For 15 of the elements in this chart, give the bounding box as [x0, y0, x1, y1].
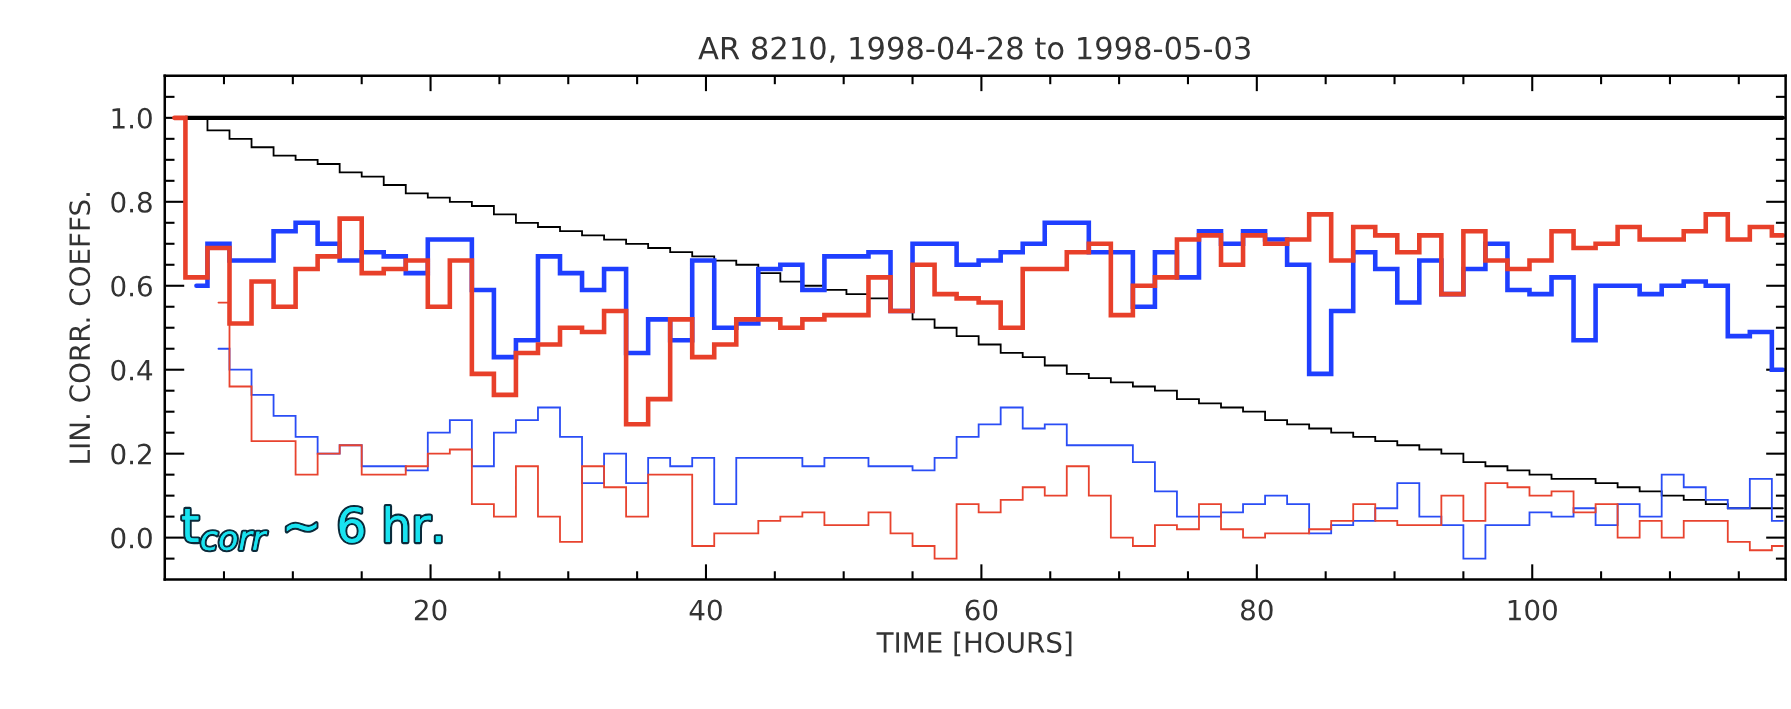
- y-tick-label: 0.8: [111, 191, 152, 213]
- annotation: t$_{corr}$ ~ 6 hr.: [182, 506, 441, 551]
- x-tick-label: 80: [1241, 599, 1273, 621]
- y-tick-label: 0.0: [111, 527, 152, 549]
- x-tick-label: 100: [1508, 599, 1557, 621]
- y-tick-label: 1.0: [112, 107, 152, 129]
- x-tick-label: 20: [414, 599, 447, 621]
- x-tick-label: 40: [689, 599, 722, 621]
- x-tick-label: 60: [965, 599, 998, 621]
- y-axis-title: LIN. CORR. COEFFS.: [69, 193, 91, 463]
- chart-title: AR 8210, 1998-04-28 to 1998-05-03: [698, 36, 1250, 63]
- x-axis-title: TIME [HOURS]: [876, 631, 1072, 657]
- y-tick-label: 0.2: [111, 443, 151, 465]
- y-tick-label: 0.4: [111, 359, 153, 381]
- y-tick-label: 0.6: [111, 275, 152, 297]
